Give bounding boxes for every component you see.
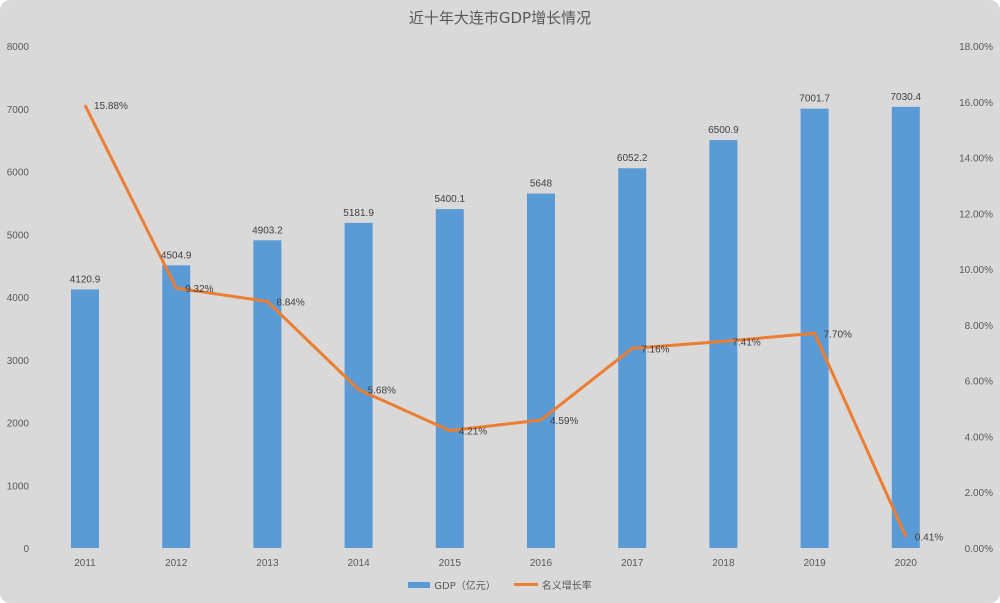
growth-rate-value-label: 4.59% [550,416,578,427]
gdp-value-label: 6500.9 [708,125,739,136]
gdp-bar[interactable] [435,209,464,548]
left-axis-tick-label: 0 [23,544,29,555]
x-axis-tick-label: 2013 [256,558,279,569]
right-axis-tick-label: 10.00% [959,265,993,276]
right-axis-tick-label: 2.00% [965,488,993,499]
x-axis-tick-label: 2020 [895,558,918,569]
growth-rate-value-label: 15.88% [94,101,128,112]
bar-swatch-icon [408,581,431,588]
left-axis-tick-label: 4000 [7,293,30,304]
gdp-bar[interactable] [800,108,829,549]
gdp-value-label: 4903.2 [252,225,283,236]
chart-title: 近十年大连市GDP增长情况 [408,9,592,27]
right-axis-tick-label: 6.00% [965,377,993,388]
left-axis-tick-label: 1000 [7,481,30,492]
x-axis-tick-label: 2019 [803,558,826,569]
gdp-value-label: 4120.9 [70,274,101,285]
left-y-axis: 0 1000 2000 3000 4000 5000 6000 7000 8000 [7,42,30,555]
gdp-value-label: 5400.1 [435,194,466,205]
growth-rate-value-label: 7.16% [641,344,669,355]
x-axis-tick-label: 2018 [712,558,735,569]
growth-rate-value-label: 5.68% [368,386,396,397]
legend-label-growth-rate: 名义增长率 [541,581,592,592]
growth-rate-value-label: 7.41% [732,337,760,348]
gdp-bar[interactable] [162,265,191,548]
left-axis-tick-label: 2000 [7,419,30,430]
left-axis-tick-label: 7000 [7,105,30,116]
x-axis-tick-label: 2015 [439,558,462,569]
right-axis-tick-label: 8.00% [965,321,993,332]
left-axis-tick-label: 5000 [7,230,30,241]
gdp-bars [71,106,920,549]
right-axis-tick-label: 18.00% [959,42,993,53]
left-axis-tick-label: 8000 [7,42,30,53]
growth-rate-value-label: 7.70% [824,329,852,340]
legend-item-gdp[interactable]: GDP（亿元） [408,577,496,592]
x-axis-tick-label: 2011 [74,558,96,569]
growth-rate-line [83,104,908,538]
growth-rate-polyline[interactable] [83,104,908,538]
gdp-bar[interactable] [253,240,282,548]
gdp-bar[interactable] [527,193,555,548]
right-axis-tick-label: 4.00% [965,432,993,443]
gdp-bar[interactable] [618,168,647,548]
gdp-value-label: 5181.9 [343,208,374,219]
x-axis-tick-label: 2017 [621,558,644,569]
gdp-value-label: 6052.2 [617,153,648,164]
line-swatch-icon [513,583,538,586]
right-axis-tick-label: 0.00% [965,544,993,555]
gdp-bar[interactable] [71,289,99,548]
data-labels: 4120.9 4504.9 4903.2 5181.9 5400.1 5648 6052.2… [70,92,944,544]
gdp-value-label: 7001.7 [799,94,830,105]
growth-rate-value-label: 0.41% [915,533,943,544]
x-axis: 2011 2012 2013 2014 2015 2016 2017 2018 2019 2020 [74,558,917,569]
growth-rate-value-label: 4.21% [459,427,487,438]
right-axis-tick-label: 14.00% [959,154,993,165]
legend-item-growth-rate[interactable]: 名义增长率 [513,577,592,592]
x-axis-tick-label: 2012 [165,558,188,569]
gdp-bar[interactable] [709,140,738,548]
x-axis-tick-label: 2016 [530,558,553,569]
left-axis-tick-label: 6000 [7,168,30,179]
growth-rate-value-label: 8.84% [276,297,304,308]
left-axis-tick-label: 3000 [7,356,30,367]
gdp-value-label: 4504.9 [161,250,192,261]
gdp-bar[interactable] [891,106,920,548]
gdp-bar[interactable] [344,222,373,549]
x-axis-tick-label: 2014 [347,558,370,569]
legend-label-gdp: GDP（亿元） [434,581,496,592]
right-axis-tick-label: 16.00% [959,98,993,109]
gdp-value-label: 7030.4 [891,92,922,103]
right-y-axis: 0.00% 2.00% 4.00% 6.00% 8.00% 10.00% 12.00% 14.… [959,42,993,555]
right-axis-tick-label: 12.00% [959,209,993,220]
legend: GDP（亿元） 名义增长率 [0,577,1000,592]
gdp-value-label: 5648 [530,179,553,190]
growth-rate-value-label: 9.32% [185,284,213,295]
